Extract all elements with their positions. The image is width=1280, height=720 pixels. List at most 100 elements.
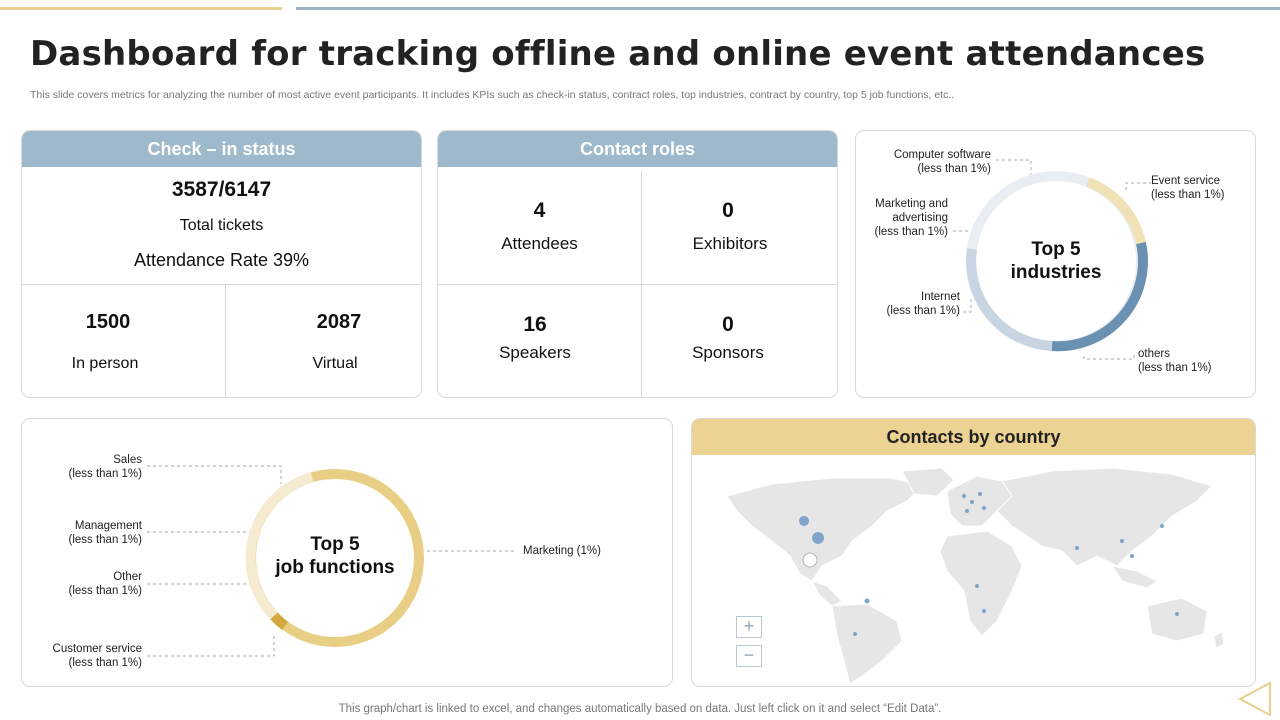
callout-internet-value: (less than 1%) bbox=[886, 305, 960, 317]
callout-sales: Sales (less than 1%) bbox=[22, 453, 142, 481]
map-dot-africa-1 bbox=[975, 584, 979, 588]
map-europe bbox=[946, 475, 1013, 527]
map-zoom-in-button[interactable]: + bbox=[736, 616, 762, 638]
callout-management-label: Management bbox=[74, 520, 142, 532]
callout-event-service-label: Event service bbox=[1151, 175, 1221, 187]
industries-donut bbox=[953, 159, 1151, 360]
job-functions-card: Top 5 job functions Sales (less than 1%)… bbox=[21, 418, 673, 687]
map-central-america bbox=[810, 580, 843, 607]
callout-customer-service-label: Customer service bbox=[52, 643, 142, 655]
callout-marketing-advertising: Marketing and advertising (less than 1%) bbox=[856, 197, 948, 239]
checkin-status-header: Check – in status bbox=[22, 131, 421, 167]
callout-computer-software-value: (less than 1%) bbox=[917, 163, 991, 175]
callout-internet-label: Internet bbox=[921, 291, 960, 303]
speakers-value: 16 bbox=[523, 313, 547, 336]
speakers-label: Speakers bbox=[499, 343, 571, 362]
callout-event-service: Event service (less than 1%) bbox=[1151, 174, 1225, 202]
callout-others-value: (less than 1%) bbox=[1138, 362, 1212, 374]
job-functions-segment-dark bbox=[270, 612, 289, 630]
map-new-zealand bbox=[1213, 631, 1225, 649]
industries-center-line2: industries bbox=[1010, 262, 1102, 283]
exhibitors-value: 0 bbox=[722, 199, 734, 222]
map-dot-africa-2 bbox=[982, 609, 986, 613]
contacts-by-country-card: Contacts by country bbox=[691, 418, 1256, 687]
industries-segment-gold bbox=[1086, 177, 1146, 245]
callout-computer-software: Computer software (less than 1%) bbox=[866, 148, 991, 176]
map-dot-asia-3 bbox=[1160, 524, 1164, 528]
callout-sales-label: Sales bbox=[113, 454, 142, 466]
map-dot-asia-1 bbox=[1120, 539, 1124, 543]
callout-customer-service: Customer service (less than 1%) bbox=[22, 642, 142, 670]
sponsors-label: Sponsors bbox=[692, 343, 764, 362]
callout-marketing: Marketing (1%) bbox=[523, 545, 601, 557]
callout-sales-value: (less than 1%) bbox=[68, 468, 142, 480]
callout-other-value: (less than 1%) bbox=[68, 585, 142, 597]
callout-computer-software-label: Computer software bbox=[893, 149, 991, 161]
top-accent-blue bbox=[296, 7, 1280, 10]
callout-management-value: (less than 1%) bbox=[68, 534, 142, 546]
map-north-america bbox=[726, 477, 923, 582]
map-australia bbox=[1146, 597, 1208, 642]
page-title: Dashboard for tracking offline and onlin… bbox=[30, 34, 1206, 74]
checkin-divider-v bbox=[225, 284, 226, 397]
exhibitors-label: Exhibitors bbox=[692, 234, 768, 253]
in-person-value: 1500 bbox=[85, 311, 131, 333]
callout-marketing-value: (less than 1%) bbox=[874, 226, 948, 238]
contact-roles-header: Contact roles bbox=[438, 131, 837, 167]
job-functions-leader-lines bbox=[147, 465, 515, 657]
map-pin-usa[interactable] bbox=[799, 516, 810, 536]
page-subtitle: This slide covers metrics for analyzing … bbox=[30, 89, 955, 101]
job-functions-center-line2: job functions bbox=[275, 557, 395, 578]
callout-other: Other (less than 1%) bbox=[22, 570, 142, 598]
industries-card: Top 5 industries Computer software (less… bbox=[855, 130, 1256, 398]
job-functions-segment-light bbox=[245, 472, 314, 620]
footer-note: This graph/chart is linked to excel, and… bbox=[338, 703, 942, 715]
back-arrow-icon[interactable] bbox=[1236, 679, 1276, 719]
total-tickets-label: Total tickets bbox=[179, 217, 264, 234]
contact-roles-card: Contact roles 4 Attendees 0 Exhibitors 1… bbox=[437, 130, 838, 398]
map-dot-europe-5 bbox=[982, 506, 986, 510]
virtual-value: 2087 bbox=[316, 311, 362, 333]
industries-segment-dark bbox=[1051, 241, 1148, 352]
callout-others-label: others bbox=[1138, 348, 1170, 360]
map-dot-europe-4 bbox=[965, 509, 969, 513]
map-africa bbox=[939, 530, 1023, 637]
callout-other-label: Other bbox=[113, 571, 142, 583]
map-zoom-out-button[interactable]: − bbox=[736, 645, 762, 667]
industries-center-line1: Top 5 bbox=[1031, 239, 1081, 260]
callout-marketing-label-2: advertising bbox=[892, 212, 948, 224]
map-marker-mexico bbox=[802, 552, 818, 568]
attendance-rate: Attendance Rate 39% bbox=[133, 250, 310, 270]
map-dot-europe-1 bbox=[962, 494, 966, 498]
attendees-value: 4 bbox=[533, 199, 546, 222]
map-dot-asia-2 bbox=[1130, 554, 1134, 558]
job-functions-center-line1: Top 5 bbox=[310, 534, 360, 555]
map-pin-usa-south[interactable] bbox=[812, 532, 825, 555]
world-map[interactable] bbox=[692, 456, 1255, 687]
callout-others: others (less than 1%) bbox=[1138, 347, 1212, 375]
callout-internet: Internet (less than 1%) bbox=[856, 290, 960, 318]
map-greenland bbox=[901, 467, 955, 497]
callout-management: Management (less than 1%) bbox=[22, 519, 142, 547]
top-accent-gold bbox=[0, 7, 282, 10]
map-dot-brazil bbox=[864, 598, 870, 604]
attendees-label: Attendees bbox=[501, 234, 578, 253]
in-person-label: In person bbox=[71, 355, 139, 372]
map-south-east-asia bbox=[1110, 565, 1158, 589]
map-south-america bbox=[831, 603, 903, 685]
callout-marketing-label-1: Marketing and bbox=[875, 198, 948, 210]
callout-customer-service-value: (less than 1%) bbox=[68, 657, 142, 669]
industries-leader-lines bbox=[953, 159, 1151, 360]
contacts-by-country-header: Contacts by country bbox=[692, 419, 1255, 455]
checkin-status-card: Check – in status 3587/6147 Total ticket… bbox=[21, 130, 422, 398]
map-dot-india bbox=[1075, 546, 1079, 550]
map-dot-europe-2 bbox=[970, 500, 974, 504]
map-dot-australia bbox=[1175, 612, 1179, 616]
map-dot-europe-3 bbox=[978, 492, 982, 496]
total-tickets-value: 3587/6147 bbox=[171, 178, 272, 201]
industries-segment-mid bbox=[966, 248, 1053, 351]
virtual-label: Virtual bbox=[312, 355, 358, 372]
map-dot-chile bbox=[853, 632, 857, 636]
job-functions-donut bbox=[147, 465, 515, 657]
callout-event-service-value: (less than 1%) bbox=[1151, 189, 1225, 201]
